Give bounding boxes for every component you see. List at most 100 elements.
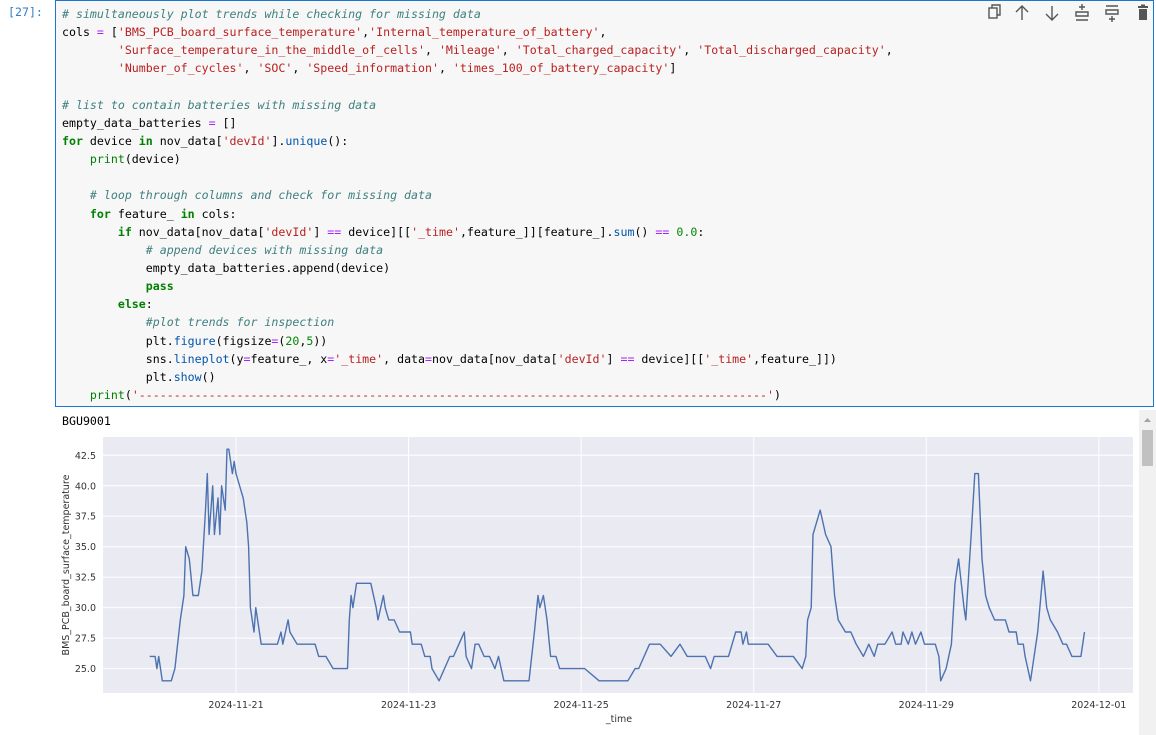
- code-token: 'devId': [264, 224, 314, 239]
- scrollbar[interactable]: [1139, 410, 1156, 735]
- code-token: print: [89, 152, 125, 167]
- code-token: in: [180, 206, 195, 221]
- code-token: # append devices with missing data: [145, 242, 384, 257]
- code-token: # list to contain batteries with missing…: [62, 97, 377, 112]
- code-token: 'Total_discharged_capacity': [697, 43, 886, 58]
- cell-prompt: [27]:: [8, 5, 43, 19]
- x-tick-label: 2024-12-01: [1071, 700, 1126, 711]
- code-token: 'times_100_of_battery_capacity': [452, 61, 670, 76]
- code-token: for: [62, 133, 83, 148]
- stdout: BGU9001: [62, 414, 111, 428]
- code-line: # loop through columns and check for mis…: [62, 186, 893, 204]
- code-token: pass: [145, 279, 174, 294]
- code-token: '_time': [334, 351, 384, 366]
- code-token: '_time': [704, 351, 754, 366]
- code-line: empty_data_batteries = []: [62, 115, 237, 130]
- code-token: '_time': [411, 224, 460, 239]
- code-line: for device in nov_data['devId'].unique()…: [62, 133, 349, 148]
- code-token: ==: [620, 351, 635, 366]
- duplicate-button[interactable]: [988, 4, 1001, 19]
- code-line: 'Surface_temperature_in_the_middle_of_ce…: [117, 43, 893, 58]
- code-token: 'Mileage': [438, 43, 502, 58]
- y-tick-label: 25.0: [75, 664, 96, 675]
- code-line: # simultaneously plot trends while check…: [62, 5, 893, 23]
- insert-below-button[interactable]: [1105, 5, 1119, 22]
- code-line: plt.show(): [62, 369, 216, 384]
- insert-above-button[interactable]: [1075, 4, 1089, 21]
- code-line: pass: [62, 277, 893, 295]
- y-tick-label: 37.5: [75, 512, 96, 523]
- code-token: ==: [655, 224, 670, 239]
- scroll-thumb[interactable]: [1142, 430, 1153, 466]
- chart: 25.0 27.5 30.0 32.5 35.0 37.5 40.0 42.5 2024-11-…: [61, 437, 1133, 725]
- code-block: # list to contain batteries with missing…: [62, 96, 893, 169]
- code-line: #plot trends for inspection: [62, 313, 893, 331]
- scrollbar-graphic: [1142, 418, 1153, 466]
- code-token: lineplot: [173, 351, 230, 366]
- code-token: 20: [285, 333, 300, 348]
- code-token: 'BMS_PCB_board_surface_temperature': [117, 25, 363, 40]
- code-token: 'Surface_temperature_in_the_middle_of_ce…: [117, 43, 425, 58]
- code-editor[interactable]: # simultaneously plot trends while check…: [62, 5, 893, 404]
- code-token: for: [89, 206, 111, 221]
- code-cell[interactable]: # simultaneously plot trends while check…: [55, 0, 1154, 407]
- plot-area: [103, 437, 1133, 693]
- y-tick-label: 30.0: [75, 603, 96, 614]
- y-tick-label: 42.5: [75, 451, 96, 462]
- code-token: figure: [173, 333, 216, 348]
- x-axis-label: _time: [605, 714, 632, 725]
- code-token: 'devId': [222, 133, 272, 148]
- code-token: 0.0: [676, 224, 698, 239]
- x-tick-label: 2024-11-21: [208, 700, 263, 711]
- x-tick-label: 2024-11-29: [899, 700, 954, 711]
- y-tick-label: 35.0: [75, 542, 96, 553]
- delete-button[interactable]: [1138, 4, 1148, 21]
- code-token: sum: [613, 224, 635, 239]
- code-token: '---------------------------------------…: [131, 387, 774, 402]
- code-line: empty_data_batteries.append(device): [62, 260, 391, 275]
- code-line: # append devices with missing data: [62, 241, 893, 259]
- data-line: [149, 448, 1086, 682]
- x-tick-label: 2024-11-25: [554, 700, 609, 711]
- code-token: 'SOC': [257, 61, 293, 76]
- code-token: 'Total_charged_capacity': [515, 43, 684, 58]
- code-token: 'Number_of_cycles': [117, 61, 244, 76]
- code-line: sns.lineplot(y=feature_, x='_time', data…: [62, 351, 837, 366]
- code-token: show: [173, 369, 202, 384]
- code-token: 'Internal_temperature_of_battery': [369, 25, 600, 40]
- code-token: =: [271, 333, 279, 348]
- code-token: =: [425, 351, 432, 366]
- code-token: =: [327, 351, 335, 366]
- y-tick-label: 32.5: [75, 573, 96, 584]
- code-token: =: [96, 25, 104, 40]
- code-token: if: [117, 224, 132, 239]
- code-block: # loop through columns and check for mis…: [62, 186, 893, 404]
- x-tick-label: 2024-11-23: [381, 700, 436, 711]
- y-axis-label: BMS_PCB_board_surface_temperature: [61, 474, 72, 655]
- code-token: #plot trends for inspection: [145, 315, 335, 330]
- move-down-button[interactable]: [1045, 6, 1059, 21]
- code-token: =: [243, 351, 251, 366]
- code-token: ==: [327, 224, 342, 239]
- code-token: 'Speed_information': [306, 61, 439, 76]
- code-line: if nov_data[nov_data['devId'] == device]…: [117, 224, 705, 239]
- code-token: print: [89, 387, 125, 402]
- code-token: else: [117, 297, 146, 312]
- code-token: # loop through columns and check for mis…: [89, 188, 432, 203]
- code-line: # list to contain batteries with missing…: [62, 96, 893, 114]
- code-token: =: [208, 115, 216, 130]
- code-line: for feature_ in cols:: [89, 206, 237, 221]
- code-token: # simultaneously plot trends while check…: [62, 7, 481, 21]
- scroll-up-arrow[interactable]: [1144, 418, 1151, 422]
- y-tick-label: 27.5: [75, 634, 96, 645]
- code-line: print(device): [89, 152, 181, 167]
- move-up-button[interactable]: [1015, 5, 1029, 20]
- x-tick-label: 2024-11-27: [726, 700, 781, 711]
- code-token: in: [138, 133, 153, 148]
- code-block: # simultaneously plot trends while check…: [62, 5, 893, 78]
- cell-toolbar: [988, 4, 1148, 22]
- code-token: 5: [306, 333, 314, 348]
- code-line: print('---------------------------------…: [89, 387, 781, 402]
- code-token: unique: [285, 133, 328, 148]
